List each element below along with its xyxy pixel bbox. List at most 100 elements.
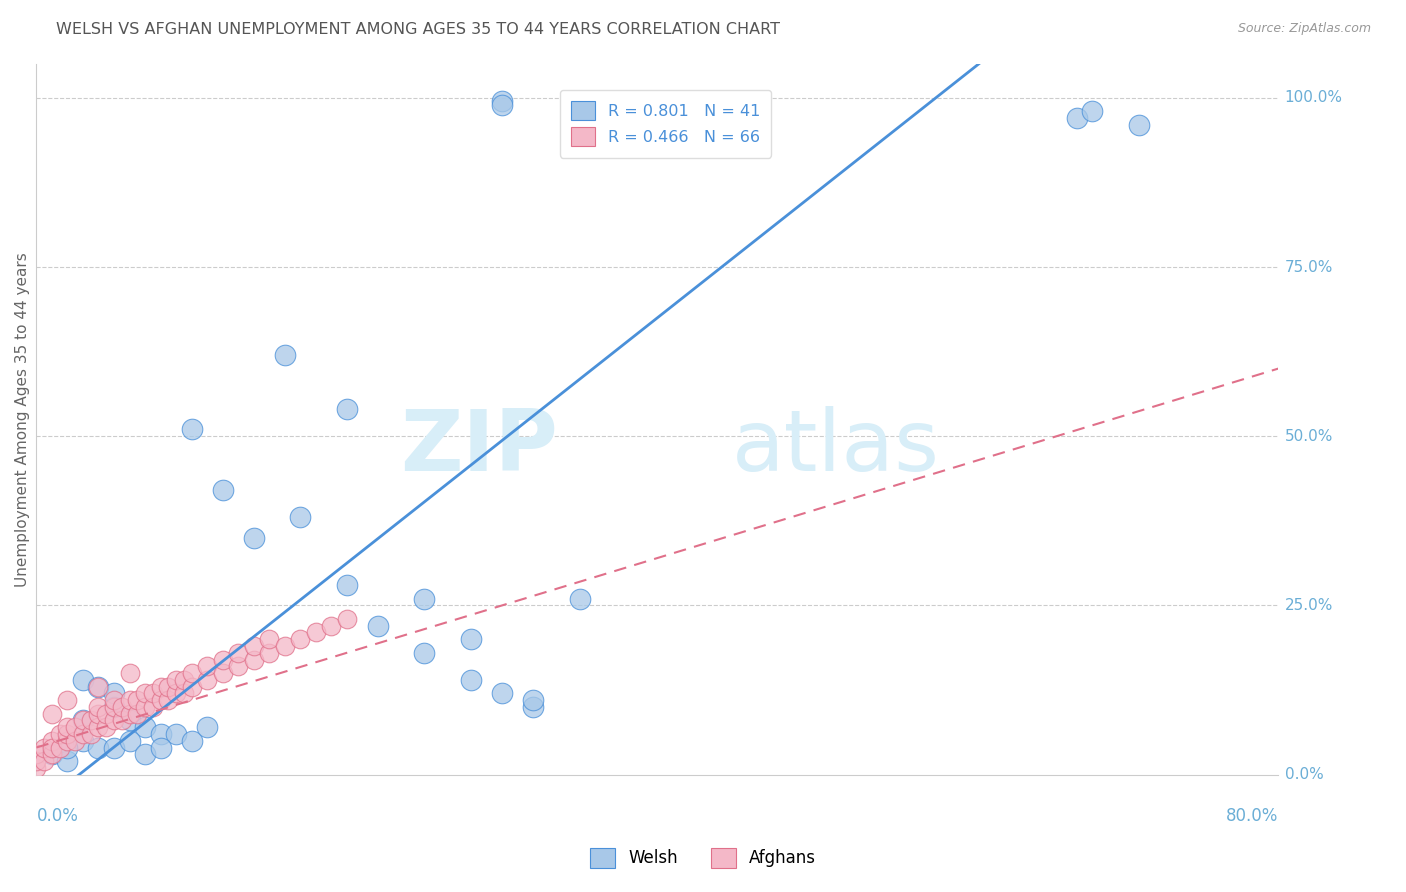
Point bbox=[56, 693, 79, 707]
Text: 75.0%: 75.0% bbox=[1285, 260, 1333, 275]
Point bbox=[211, 666, 233, 681]
Point bbox=[96, 720, 118, 734]
Point bbox=[103, 686, 125, 700]
Point bbox=[165, 673, 187, 687]
Point bbox=[321, 618, 343, 632]
Point bbox=[41, 740, 63, 755]
Point bbox=[211, 483, 233, 498]
Point bbox=[336, 578, 359, 592]
Point bbox=[56, 740, 79, 755]
Text: Source: ZipAtlas.com: Source: ZipAtlas.com bbox=[1237, 22, 1371, 36]
Point bbox=[413, 646, 436, 660]
Point bbox=[25, 747, 48, 762]
Point bbox=[25, 761, 48, 775]
Point bbox=[87, 680, 110, 694]
Text: 0.0%: 0.0% bbox=[37, 806, 79, 824]
Point bbox=[180, 680, 202, 694]
Point bbox=[1066, 112, 1088, 126]
Point bbox=[211, 652, 233, 666]
Point bbox=[118, 706, 141, 721]
Point bbox=[491, 95, 513, 109]
Point bbox=[180, 422, 202, 436]
Point bbox=[173, 673, 195, 687]
Point bbox=[195, 659, 218, 673]
Point bbox=[103, 714, 125, 728]
Point bbox=[149, 727, 172, 741]
Text: ZIP: ZIP bbox=[401, 406, 558, 489]
Point bbox=[118, 714, 141, 728]
Point bbox=[165, 727, 187, 741]
Point bbox=[226, 659, 249, 673]
Point bbox=[48, 727, 70, 741]
Point bbox=[32, 740, 55, 755]
Point bbox=[87, 699, 110, 714]
Point bbox=[111, 699, 134, 714]
Point bbox=[173, 686, 195, 700]
Point bbox=[118, 693, 141, 707]
Point bbox=[522, 693, 544, 707]
Point bbox=[118, 666, 141, 681]
Point bbox=[111, 714, 134, 728]
Point bbox=[63, 733, 86, 747]
Point bbox=[80, 714, 103, 728]
Point bbox=[118, 733, 141, 747]
Text: 0.0%: 0.0% bbox=[1285, 767, 1323, 782]
Point bbox=[96, 706, 118, 721]
Point bbox=[290, 510, 312, 524]
Point bbox=[25, 754, 48, 768]
Point bbox=[142, 699, 165, 714]
Legend: R = 0.801   N = 41, R = 0.466   N = 66: R = 0.801 N = 41, R = 0.466 N = 66 bbox=[560, 90, 772, 158]
Point bbox=[142, 686, 165, 700]
Point bbox=[41, 747, 63, 762]
Point bbox=[41, 747, 63, 762]
Point bbox=[1081, 104, 1104, 119]
Point bbox=[259, 632, 281, 647]
Point bbox=[305, 625, 328, 640]
Point bbox=[32, 754, 55, 768]
Point bbox=[460, 673, 482, 687]
Text: 25.0%: 25.0% bbox=[1285, 598, 1333, 613]
Point bbox=[103, 699, 125, 714]
Point bbox=[72, 714, 94, 728]
Point bbox=[522, 699, 544, 714]
Point bbox=[134, 699, 156, 714]
Point bbox=[149, 740, 172, 755]
Text: WELSH VS AFGHAN UNEMPLOYMENT AMONG AGES 35 TO 44 YEARS CORRELATION CHART: WELSH VS AFGHAN UNEMPLOYMENT AMONG AGES … bbox=[56, 22, 780, 37]
Point bbox=[127, 706, 149, 721]
Text: 50.0%: 50.0% bbox=[1285, 429, 1333, 443]
Point bbox=[149, 693, 172, 707]
Point bbox=[134, 686, 156, 700]
Point bbox=[1128, 118, 1150, 132]
Point bbox=[56, 727, 79, 741]
Point bbox=[72, 733, 94, 747]
Point bbox=[274, 348, 297, 362]
Point bbox=[491, 686, 513, 700]
Point bbox=[290, 632, 312, 647]
Point bbox=[180, 666, 202, 681]
Point bbox=[226, 646, 249, 660]
Point bbox=[103, 740, 125, 755]
Point bbox=[491, 97, 513, 112]
Point bbox=[180, 733, 202, 747]
Point bbox=[367, 618, 389, 632]
Point bbox=[80, 727, 103, 741]
Point bbox=[87, 720, 110, 734]
Point bbox=[87, 740, 110, 755]
Text: 80.0%: 80.0% bbox=[1226, 806, 1278, 824]
Point bbox=[568, 591, 591, 606]
Point bbox=[134, 720, 156, 734]
Point bbox=[72, 714, 94, 728]
Point bbox=[103, 699, 125, 714]
Point bbox=[72, 673, 94, 687]
Point bbox=[63, 720, 86, 734]
Point bbox=[56, 720, 79, 734]
Point bbox=[56, 733, 79, 747]
Point bbox=[87, 706, 110, 721]
Point bbox=[41, 706, 63, 721]
Point bbox=[157, 680, 180, 694]
Point bbox=[274, 639, 297, 653]
Point bbox=[413, 591, 436, 606]
Point bbox=[87, 680, 110, 694]
Text: 100.0%: 100.0% bbox=[1285, 90, 1343, 105]
Point bbox=[242, 652, 264, 666]
